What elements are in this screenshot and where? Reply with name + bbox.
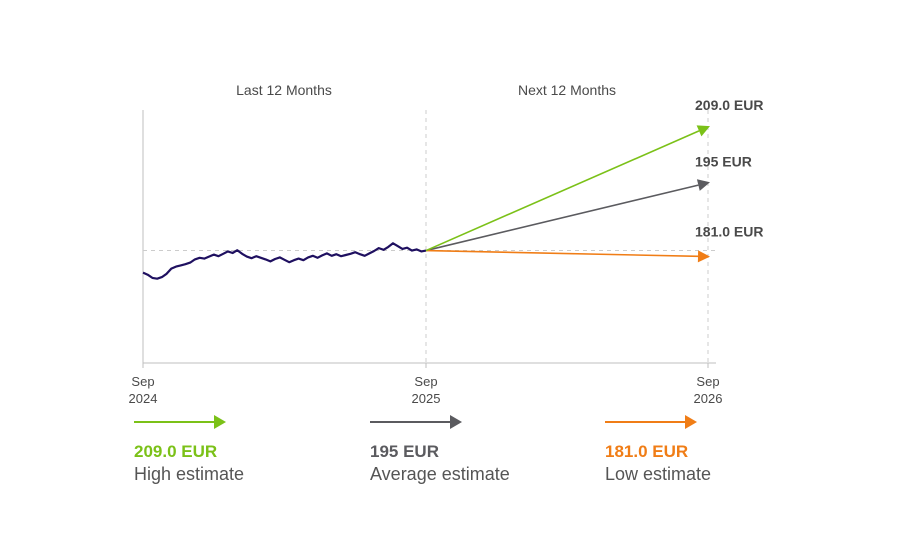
legend-high: 209.0 EUR High estimate bbox=[134, 410, 354, 485]
period-label-past: Last 12 Months bbox=[236, 82, 332, 98]
low-forecast-arrowhead bbox=[697, 250, 710, 263]
low-estimate-value: 181.0 EUR bbox=[605, 442, 689, 461]
x-tick-year: 2024 bbox=[129, 391, 158, 406]
period-label-future: Next 12 Months bbox=[518, 82, 616, 98]
x-tick-year: 2026 bbox=[694, 391, 723, 406]
high-forecast-arrowhead bbox=[696, 125, 710, 137]
average-forecast-label: 195 EUR bbox=[695, 153, 752, 169]
grid-layer bbox=[142, 110, 716, 368]
high-estimate-value: 209.0 EUR bbox=[134, 442, 218, 461]
average-estimate-value: 195 EUR bbox=[370, 442, 439, 461]
high-arrow-icon bbox=[134, 415, 226, 429]
low-forecast-label: 181.0 EUR bbox=[695, 224, 763, 240]
x-tick-month: Sep bbox=[696, 374, 719, 389]
high-forecast-line bbox=[425, 130, 700, 252]
series-layer bbox=[142, 125, 710, 280]
low-arrow-head bbox=[685, 415, 697, 429]
low-forecast-line bbox=[425, 249, 699, 258]
low-estimate-label: Low estimate bbox=[605, 464, 712, 484]
low-arrow-icon bbox=[605, 415, 697, 429]
high-forecast-label: 209.0 EUR bbox=[695, 97, 763, 113]
average-estimate-label: Average estimate bbox=[370, 464, 510, 484]
average-forecast-arrowhead bbox=[696, 179, 710, 191]
x-tick-month: Sep bbox=[414, 374, 437, 389]
average-arrow-head bbox=[450, 415, 462, 429]
label-layer: Sep 2024 Sep 2025 Sep 2026 Last 12 Months Next … bbox=[129, 82, 764, 406]
price-history-line bbox=[142, 242, 427, 280]
legend-average: 195 EUR Average estimate bbox=[370, 410, 590, 485]
x-tick-year: 2025 bbox=[412, 391, 441, 406]
high-arrow-head bbox=[214, 415, 226, 429]
legend-low: 181.0 EUR Low estimate bbox=[605, 410, 825, 485]
average-forecast-line bbox=[425, 184, 699, 252]
x-tick-month: Sep bbox=[131, 374, 154, 389]
high-estimate-label: High estimate bbox=[134, 464, 245, 484]
average-arrow-icon bbox=[370, 415, 462, 429]
